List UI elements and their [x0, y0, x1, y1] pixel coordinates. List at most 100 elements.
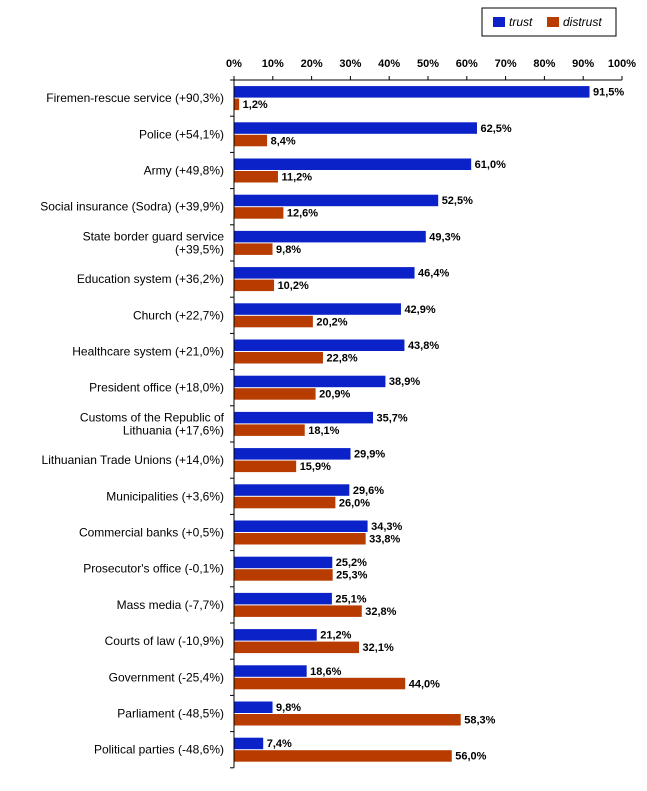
x-tick-label: 0%: [226, 58, 242, 70]
x-tick-label: 80%: [533, 58, 555, 70]
plot-area: Firemen-rescue service (+90,3%) 91,5% 1,2%…: [40, 86, 624, 763]
legend-label-trust: trust: [509, 15, 533, 29]
bar-distrust-lithuanian-trade-unions-14-0: [234, 460, 297, 473]
value-label-trust-police-54-1: 62,5%: [481, 123, 512, 135]
value-label-trust-mass-media-7-7: 25,1%: [335, 593, 366, 605]
category-label-parliament-48-5: Parliament (-48,5%): [117, 707, 224, 721]
value-label-trust-parliament-48-5: 9,8%: [276, 702, 301, 714]
value-label-distrust-church-22-7: 20,2%: [316, 316, 347, 328]
x-axis: 0% 10% 20% 30% 40% 50% 60% 70% 80% 90% 100%: [226, 58, 636, 769]
bar-distrust-education-system-36-2: [234, 279, 275, 292]
value-label-trust-prosecutor-s-office-0-1: 25,2%: [336, 557, 367, 569]
legend-swatch-trust: [493, 17, 505, 27]
bar-trust-healthcare-system-21-0: [234, 339, 405, 351]
category-label-line: Healthcare system (+21,0%): [72, 345, 224, 359]
category-label-firemen-rescue-service-90-3: Firemen-rescue service (+90,3%): [46, 91, 224, 105]
value-label-distrust-education-system-36-2: 10,2%: [278, 280, 309, 292]
bar-trust-police-54-1: [234, 122, 477, 134]
bar-trust-president-office-18-0: [234, 375, 386, 388]
bar-distrust-commercial-banks-0-5: [234, 533, 366, 545]
value-label-trust-political-parties-48-6: 7,4%: [267, 738, 292, 750]
value-label-trust-customs-of-the-republic-of-lithuania-17-6: 35,7%: [377, 412, 408, 424]
bar-distrust-firemen-rescue-service-90-3: [234, 98, 240, 111]
value-label-distrust-firemen-rescue-service-90-3: 1,2%: [243, 99, 268, 111]
category-label-line: Customs of the Republic of: [80, 410, 225, 424]
value-label-trust-commercial-banks-0-5: 34,3%: [371, 521, 402, 533]
bar-trust-state-border-guard-service-39-5: [234, 230, 426, 243]
category-label-line: Lithuania (+17,6%): [123, 423, 224, 437]
x-tick-label: 40%: [378, 58, 400, 70]
x-tick-label: 10%: [262, 58, 284, 70]
x-tick-label: 90%: [572, 58, 594, 70]
value-label-trust-president-office-18-0: 38,9%: [389, 376, 420, 388]
value-label-distrust-state-border-guard-service-39-5: 9,8%: [276, 244, 301, 256]
bar-distrust-prosecutor-s-office-0-1: [234, 569, 333, 581]
bar-distrust-police-54-1: [234, 134, 268, 147]
value-label-trust-firemen-rescue-service-90-3: 91,5%: [593, 87, 624, 99]
category-label-line: Government (-25,4%): [109, 670, 224, 684]
category-label-healthcare-system-21-0: Healthcare system (+21,0%): [72, 345, 224, 359]
category-label-line: Lithuanian Trade Unions (+14,0%): [42, 453, 224, 467]
value-label-trust-church-22-7: 42,9%: [404, 304, 435, 316]
category-label-line: President office (+18,0%): [89, 381, 224, 395]
value-label-distrust-police-54-1: 8,4%: [271, 135, 296, 147]
value-label-trust-social-insurance-sodra-39-9: 52,5%: [442, 195, 473, 207]
category-label-line: Parliament (-48,5%): [117, 707, 224, 721]
bar-trust-church-22-7: [234, 303, 401, 315]
bar-trust-political-parties-48-6: [234, 737, 264, 750]
bar-trust-firemen-rescue-service-90-3: [234, 86, 590, 98]
value-label-trust-courts-of-law-10-9: 21,2%: [320, 630, 351, 642]
category-label-line: Commercial banks (+0,5%): [79, 526, 224, 540]
category-label-line: Social insurance (Sodra) (+39,9%): [40, 200, 224, 214]
category-label-line: Education system (+36,2%): [77, 272, 224, 286]
value-label-distrust-parliament-48-5: 58,3%: [464, 715, 495, 727]
bar-trust-parliament-48-5: [234, 701, 273, 713]
category-label-line: Police (+54,1%): [139, 127, 224, 141]
category-label-prosecutor-s-office-0-1: Prosecutor's office (-0,1%): [83, 562, 224, 576]
bar-trust-social-insurance-sodra-39-9: [234, 194, 439, 207]
bar-trust-commercial-banks-0-5: [234, 520, 368, 532]
x-tick-label: 60%: [456, 58, 478, 70]
category-label-municipalities-3-6: Municipalities (+3,6%): [106, 489, 224, 503]
x-tick-label: 70%: [495, 58, 517, 70]
bar-distrust-army-49-8: [234, 171, 278, 183]
category-label-government-25-4: Government (-25,4%): [109, 670, 224, 684]
value-label-trust-state-border-guard-service-39-5: 49,3%: [429, 231, 460, 243]
bar-distrust-customs-of-the-republic-of-lithuania-17-6: [234, 424, 305, 436]
value-label-distrust-courts-of-law-10-9: 32,1%: [363, 642, 394, 654]
bar-distrust-parliament-48-5: [234, 714, 461, 726]
category-label-state-border-guard-service-39-5: State border guard service (+39,5%): [83, 229, 225, 256]
value-label-distrust-healthcare-system-21-0: 22,8%: [326, 353, 357, 365]
category-label-army-49-8: Army (+49,8%): [144, 164, 224, 178]
category-label-police-54-1: Police (+54,1%): [139, 127, 224, 141]
bar-trust-customs-of-the-republic-of-lithuania-17-6: [234, 411, 374, 424]
bar-trust-prosecutor-s-office-0-1: [234, 556, 333, 569]
value-label-trust-healthcare-system-21-0: 43,8%: [408, 340, 439, 352]
value-label-distrust-social-insurance-sodra-39-9: 12,6%: [287, 208, 318, 220]
value-label-distrust-army-49-8: 11,2%: [281, 172, 312, 184]
category-label-courts-of-law-10-9: Courts of law (-10,9%): [105, 634, 224, 648]
category-label-church-22-7: Church (+22,7%): [133, 308, 224, 322]
category-label-president-office-18-0: President office (+18,0%): [89, 381, 224, 395]
category-label-line: Political parties (-48,6%): [94, 743, 224, 757]
bar-distrust-social-insurance-sodra-39-9: [234, 207, 284, 219]
bar-distrust-courts-of-law-10-9: [234, 641, 360, 654]
bar-distrust-church-22-7: [234, 315, 313, 328]
category-label-political-parties-48-6: Political parties (-48,6%): [94, 743, 224, 757]
category-label-line: Church (+22,7%): [133, 308, 224, 322]
bar-trust-army-49-8: [234, 158, 472, 170]
value-label-distrust-customs-of-the-republic-of-lithuania-17-6: 18,1%: [308, 425, 339, 437]
value-label-distrust-mass-media-7-7: 32,8%: [365, 606, 396, 618]
category-label-line: Courts of law (-10,9%): [105, 634, 224, 648]
value-label-trust-army-49-8: 61,0%: [475, 159, 506, 171]
value-label-distrust-government-25-4: 44,0%: [409, 678, 440, 690]
value-label-trust-education-system-36-2: 46,4%: [418, 268, 449, 280]
category-label-line: State border guard service: [83, 229, 225, 243]
category-label-mass-media-7-7: Mass media (-7,7%): [117, 598, 224, 612]
x-tick-label: 30%: [339, 58, 361, 70]
bar-distrust-state-border-guard-service-39-5: [234, 243, 273, 255]
bar-distrust-government-25-4: [234, 677, 406, 690]
category-label-line: Mass media (-7,7%): [117, 598, 224, 612]
value-label-distrust-prosecutor-s-office-0-1: 25,3%: [336, 570, 367, 582]
